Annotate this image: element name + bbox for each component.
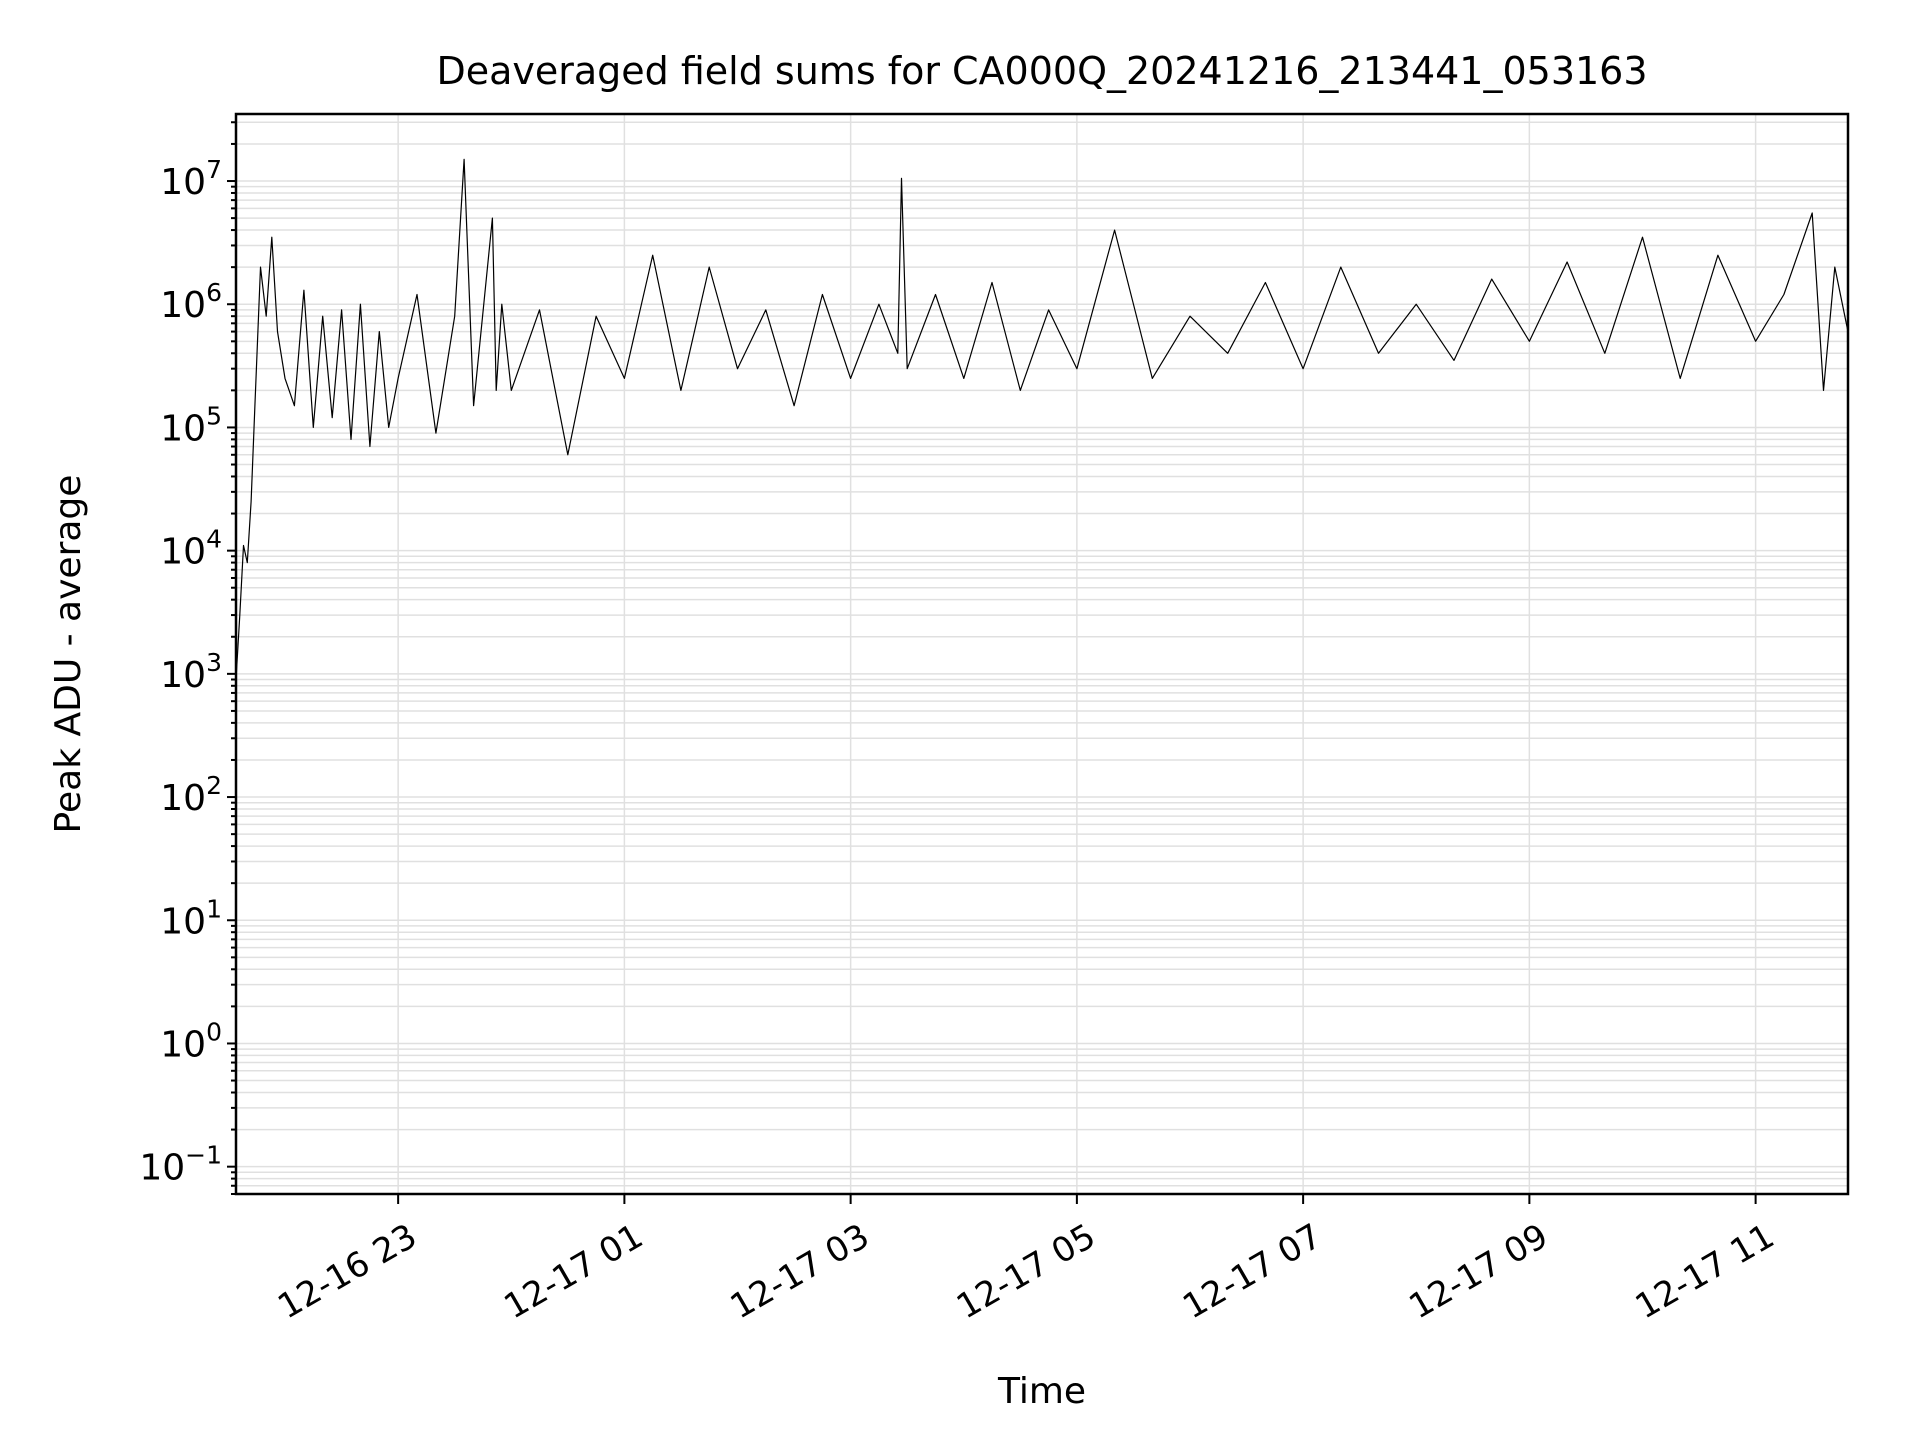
x-tick-label: 12-17 09 <box>1402 1216 1554 1327</box>
y-tick-label: 101 <box>160 894 222 942</box>
y-axis-label: Peak ADU - average <box>48 475 89 834</box>
x-tick-label: 12-17 01 <box>497 1216 649 1327</box>
y-tick-label: 104 <box>160 525 222 573</box>
x-tick-label: 12-16 23 <box>271 1216 423 1327</box>
x-tick-label: 12-17 07 <box>1176 1216 1328 1327</box>
series-line <box>235 158 1849 680</box>
series-layer <box>235 158 1849 680</box>
x-tick-label: 12-17 03 <box>724 1216 876 1327</box>
y-axis: 10−1 100 101 102 103 104 105 106 107 <box>139 121 236 1195</box>
y-tick-label: 100 <box>160 1017 222 1065</box>
x-tick-label: 12-17 05 <box>950 1216 1102 1327</box>
grid <box>236 114 1848 1195</box>
x-axis: 12-16 23 12-17 01 12-17 03 12-17 05 12-17 07… <box>271 1194 1781 1327</box>
y-tick-label: 107 <box>160 155 222 203</box>
y-tick-label: 105 <box>160 401 222 449</box>
x-axis-label: Time <box>997 1371 1086 1412</box>
x-tick-label: 12-17 11 <box>1629 1216 1781 1327</box>
y-tick-label: 106 <box>160 278 222 326</box>
chart-title: Deaveraged field sums for CA000Q_2024121… <box>436 49 1647 93</box>
y-tick-label: 103 <box>160 648 222 696</box>
y-tick-label: 10−1 <box>139 1141 222 1189</box>
y-tick-label: 102 <box>160 771 222 819</box>
plot-area <box>234 112 1850 1196</box>
